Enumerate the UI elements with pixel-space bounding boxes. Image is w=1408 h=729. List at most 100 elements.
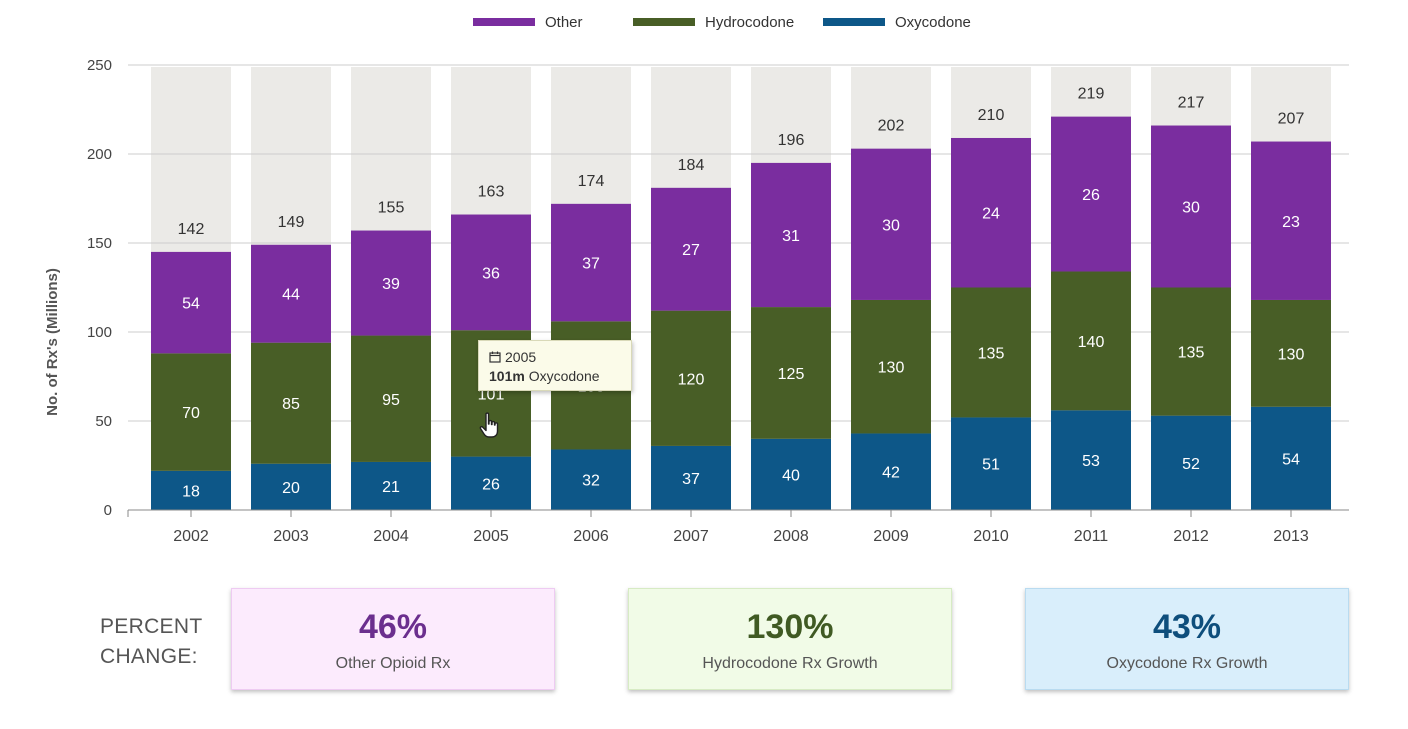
data-label-hydrocodone: 125 bbox=[778, 366, 805, 383]
legend: Other Hydrocodone Oxycodone bbox=[0, 11, 1408, 33]
data-label-oxycodone: 53 bbox=[1082, 453, 1100, 470]
tooltip-category: 2005 bbox=[505, 349, 537, 365]
legend-item-hydrocodone[interactable]: Hydrocodone bbox=[633, 11, 794, 33]
card-hydrocodone-label: Hydrocodone Rx Growth bbox=[702, 655, 878, 672]
tooltip-value: 101m bbox=[489, 368, 525, 384]
data-label-hydrocodone: 70 bbox=[182, 405, 200, 422]
bar-segment-oxycodone bbox=[951, 417, 1031, 510]
x-tick-label: 2005 bbox=[473, 528, 509, 545]
data-label-hydrocodone: 95 bbox=[382, 392, 400, 409]
data-label-other: 24 bbox=[982, 206, 1000, 223]
data-label-total: 217 bbox=[1178, 95, 1205, 112]
legend-swatch-oxycodone bbox=[823, 18, 885, 26]
card-hydrocodone: 130% Hydrocodone Rx Growth bbox=[628, 588, 952, 690]
bar-segment-hydrocodone bbox=[151, 353, 231, 471]
data-label-total: 207 bbox=[1278, 111, 1305, 128]
card-oxycodone-label: Oxycodone Rx Growth bbox=[1106, 655, 1268, 672]
data-label-hydrocodone: 120 bbox=[678, 371, 705, 388]
x-tick-label: 2007 bbox=[673, 528, 709, 545]
y-tick-label: 100 bbox=[87, 324, 112, 341]
data-label-total: 163 bbox=[478, 184, 505, 201]
bar-segment-hydrocodone bbox=[1051, 271, 1131, 411]
data-label-oxycodone: 37 bbox=[682, 471, 700, 488]
bar-segment-hydrocodone bbox=[1151, 287, 1231, 416]
data-label-hydrocodone: 140 bbox=[1078, 334, 1105, 351]
bar-segment-hydrocodone bbox=[751, 307, 831, 439]
card-other-opioid: 46% Other Opioid Rx bbox=[231, 588, 555, 690]
y-tick-label: 50 bbox=[95, 413, 112, 430]
bar-segment-oxycodone bbox=[751, 438, 831, 510]
data-labels: 1870541422085441492195391552610136163321… bbox=[178, 86, 1305, 501]
x-tick-label: 2002 bbox=[173, 528, 209, 545]
data-label-hydrocodone: 135 bbox=[1178, 345, 1205, 362]
bar-segment-hydrocodone bbox=[351, 335, 431, 462]
card-hydrocodone-value: 130% bbox=[746, 608, 834, 646]
data-label-oxycodone: 21 bbox=[382, 479, 400, 496]
y-tick-label: 200 bbox=[87, 146, 112, 163]
data-label-other: 26 bbox=[1082, 187, 1100, 204]
data-label-total: 196 bbox=[778, 132, 805, 149]
data-label-oxycodone: 18 bbox=[182, 483, 200, 500]
bar-segment-other bbox=[1151, 125, 1231, 288]
data-label-oxycodone: 51 bbox=[982, 457, 1000, 474]
y-tick-label: 0 bbox=[104, 502, 112, 519]
bar-segment-other bbox=[851, 148, 931, 300]
bar-segment-other bbox=[451, 214, 531, 331]
data-label-other: 44 bbox=[282, 287, 300, 304]
data-label-total: 174 bbox=[578, 173, 605, 190]
legend-label-hydrocodone: Hydrocodone bbox=[705, 13, 795, 31]
bar-segment-other bbox=[351, 230, 431, 336]
bar-segment-oxycodone bbox=[1151, 415, 1231, 510]
bar-segment-other bbox=[151, 251, 231, 354]
bar-segment-other bbox=[551, 203, 631, 322]
bar-segment-hydrocodone bbox=[251, 342, 331, 464]
hand-pointer-icon bbox=[479, 412, 499, 438]
bar-segment-hydrocodone bbox=[851, 299, 931, 434]
card-oxycodone-value: 43% bbox=[1152, 608, 1222, 646]
legend-item-other[interactable]: Other bbox=[473, 11, 583, 33]
data-label-other: 30 bbox=[1182, 200, 1200, 217]
data-label-oxycodone: 40 bbox=[782, 467, 800, 484]
bar-segment-hydrocodone bbox=[1251, 299, 1331, 407]
data-label-oxycodone: 20 bbox=[282, 480, 300, 497]
percent-change-line2: CHANGE: bbox=[100, 645, 198, 668]
bar-segment-other bbox=[751, 162, 831, 308]
y-tick-label: 150 bbox=[87, 235, 112, 252]
card-other-value: 46% bbox=[358, 608, 428, 646]
card-other-label: Other Opioid Rx bbox=[335, 655, 451, 672]
bar-segment-oxycodone bbox=[551, 449, 631, 510]
legend-item-oxycodone[interactable]: Oxycodone bbox=[823, 11, 971, 33]
data-label-other: 36 bbox=[482, 265, 500, 282]
x-tick-label: 2006 bbox=[573, 528, 609, 545]
bar-segment-oxycodone bbox=[151, 470, 231, 510]
bar-segment-other bbox=[651, 187, 731, 311]
bar-segment-other bbox=[1251, 141, 1331, 300]
data-label-total: 210 bbox=[978, 107, 1005, 124]
data-label-total: 142 bbox=[178, 221, 205, 238]
bar-segment-oxycodone bbox=[251, 463, 331, 510]
calendar-icon bbox=[489, 351, 501, 363]
data-label-oxycodone: 32 bbox=[582, 473, 600, 490]
bar-segment-oxycodone bbox=[451, 456, 531, 510]
data-label-hydrocodone: 130 bbox=[878, 360, 905, 377]
bar-segment-oxycodone bbox=[1251, 406, 1331, 510]
legend-label-other: Other bbox=[545, 13, 583, 31]
data-label-other: 54 bbox=[182, 296, 200, 313]
y-tick-label: 250 bbox=[87, 57, 112, 74]
data-label-other: 31 bbox=[782, 228, 800, 245]
percent-change-line1: PERCENT bbox=[100, 615, 203, 638]
data-label-oxycodone: 54 bbox=[1282, 451, 1300, 468]
bar-segment-oxycodone bbox=[851, 433, 931, 510]
legend-swatch-hydrocodone bbox=[633, 18, 695, 26]
data-label-other: 37 bbox=[582, 256, 600, 273]
bar-segment-oxycodone bbox=[1051, 410, 1131, 510]
bar-segment-other bbox=[1051, 116, 1131, 272]
x-tick-label: 2004 bbox=[373, 528, 409, 545]
bar-segment-hydrocodone bbox=[651, 310, 731, 446]
data-label-hydrocodone: 85 bbox=[282, 396, 300, 413]
data-label-other: 27 bbox=[682, 242, 700, 259]
stacked-bar-chart: 1870541422085441492195391552610136163321… bbox=[44, 57, 1349, 545]
data-label-oxycodone: 26 bbox=[482, 476, 500, 493]
bar-segment-oxycodone bbox=[651, 445, 731, 510]
x-tick-label: 2009 bbox=[873, 528, 909, 545]
